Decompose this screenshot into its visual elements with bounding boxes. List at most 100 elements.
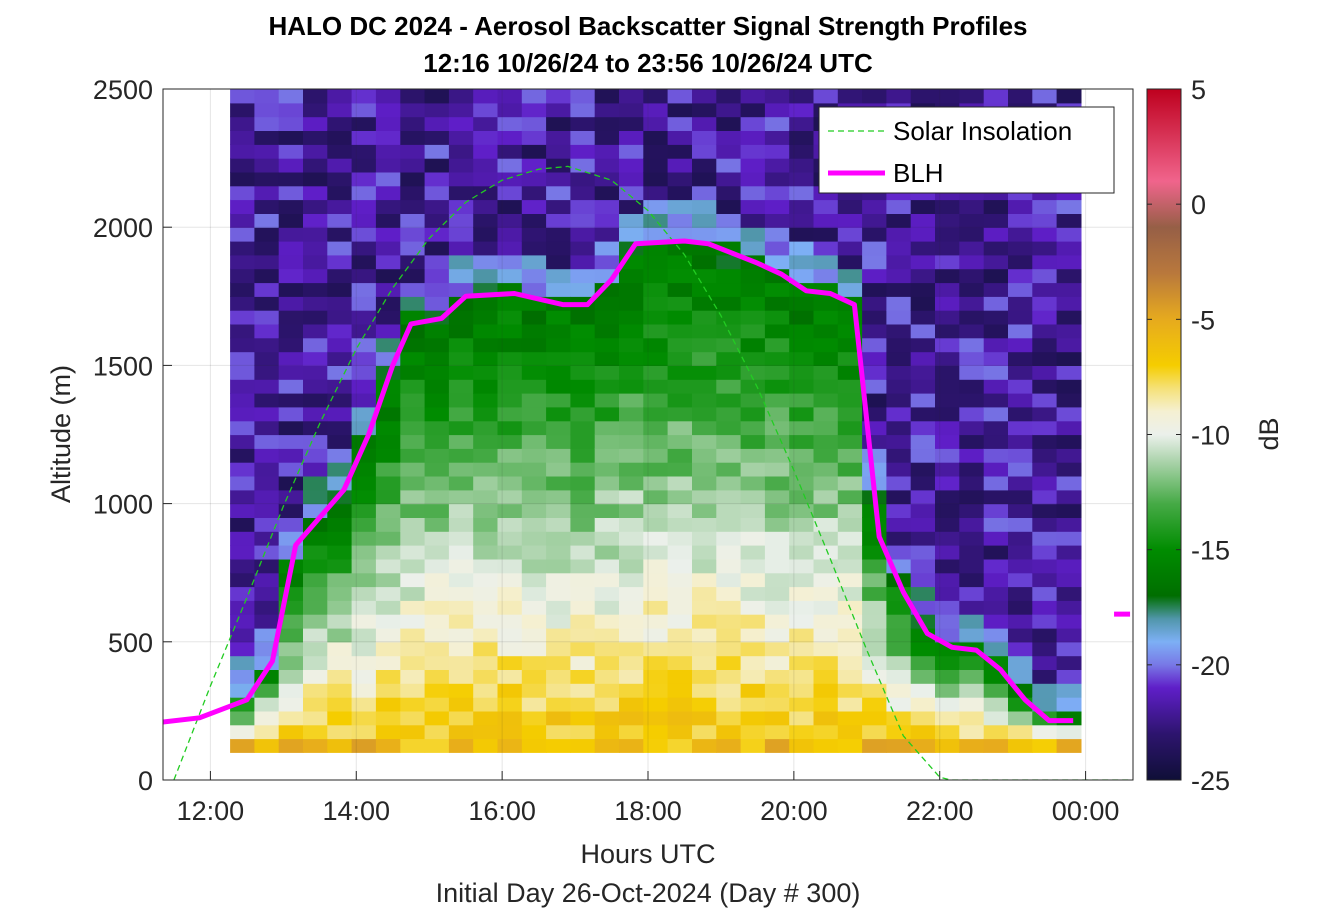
- heatmap-cell: [570, 476, 596, 491]
- heatmap-cell: [424, 406, 450, 422]
- heatmap-cell: [473, 531, 499, 546]
- heatmap-cell: [935, 531, 960, 546]
- heatmap-cell: [594, 227, 620, 242]
- heatmap-cell: [448, 337, 474, 353]
- heatmap-cell: [716, 144, 742, 159]
- heatmap-cell: [619, 351, 644, 366]
- heatmap-cell: [473, 517, 499, 532]
- heatmap-cell: [303, 393, 328, 408]
- heatmap-cell: [1032, 323, 1058, 339]
- heatmap-cell: [521, 600, 547, 615]
- heatmap-cell: [740, 476, 766, 491]
- heatmap-cell: [303, 241, 328, 256]
- heatmap-cell: [716, 227, 742, 242]
- heatmap-cell: [813, 697, 839, 712]
- heatmap-cell: [1008, 268, 1033, 284]
- heatmap-cell: [1056, 517, 1082, 532]
- heatmap-cell: [594, 669, 620, 684]
- heatmap-cell: [837, 641, 863, 657]
- heatmap-cell: [716, 655, 742, 670]
- heatmap-cell: [1056, 337, 1082, 353]
- heatmap-cell: [546, 628, 571, 643]
- heatmap-cell: [1032, 489, 1058, 505]
- heatmap-cell: [375, 558, 401, 574]
- heatmap-cell: [327, 406, 353, 422]
- heatmap-cell: [1008, 199, 1033, 214]
- heatmap-cell: [424, 213, 450, 228]
- heatmap-cell: [764, 241, 790, 256]
- heatmap-cell: [594, 545, 620, 560]
- heatmap-cell: [619, 158, 644, 173]
- heatmap-cell: [497, 628, 523, 643]
- heatmap-cell: [813, 710, 839, 726]
- heatmap-cell: [813, 448, 839, 463]
- heatmap-cell: [837, 365, 863, 380]
- heatmap-cell: [570, 130, 596, 145]
- heatmap-cell: [837, 586, 863, 601]
- heatmap-cell: [327, 572, 353, 588]
- heatmap-cell: [764, 185, 790, 201]
- heatmap-cell: [1032, 282, 1058, 297]
- heatmap-cell: [740, 199, 766, 214]
- heatmap-cell: [692, 89, 717, 104]
- heatmap-cell: [254, 144, 280, 159]
- heatmap-cell: [424, 116, 450, 131]
- heatmap-cell: [764, 254, 790, 270]
- heatmap-cell: [546, 323, 571, 339]
- heatmap-cell: [230, 337, 255, 353]
- heatmap-cell: [375, 448, 401, 463]
- heatmap-cell: [789, 310, 815, 325]
- heatmap-cell: [886, 227, 912, 242]
- heatmap-cell: [959, 614, 985, 629]
- heatmap-cell: [254, 130, 280, 145]
- heatmap-cell: [327, 614, 353, 629]
- heatmap-cell: [740, 586, 766, 601]
- heatmap-cell: [1056, 448, 1082, 463]
- heatmap-cell: [303, 669, 328, 684]
- heatmap-cell: [351, 462, 377, 477]
- heatmap-cell: [546, 406, 571, 422]
- heatmap-cell: [521, 130, 547, 145]
- heatmap-cell: [716, 199, 742, 214]
- heatmap-cell: [667, 365, 693, 380]
- heatmap-cell: [497, 158, 523, 173]
- heatmap-cell: [643, 365, 669, 380]
- heatmap-cell: [521, 365, 547, 380]
- heatmap-cell: [424, 158, 450, 173]
- heatmap-cell: [594, 697, 620, 712]
- heatmap-cell: [886, 268, 912, 284]
- heatmap-cell: [813, 310, 839, 325]
- heatmap-cell: [643, 558, 669, 574]
- heatmap-cell: [375, 614, 401, 629]
- heatmap-cell: [400, 628, 426, 643]
- heatmap-cell: [497, 213, 523, 228]
- heatmap-cell: [983, 296, 1009, 311]
- heatmap-cell: [497, 323, 523, 339]
- heatmap-cell: [1056, 503, 1082, 518]
- heatmap-cell: [327, 628, 353, 643]
- heatmap-cell: [400, 185, 426, 201]
- heatmap-cell: [278, 448, 304, 463]
- heatmap-cell: [570, 517, 596, 532]
- heatmap-cell: [740, 489, 766, 505]
- heatmap-cell: [935, 655, 960, 670]
- heatmap-cell: [303, 213, 328, 228]
- heatmap-cell: [983, 254, 1009, 270]
- heatmap-cell: [886, 241, 912, 256]
- heatmap-cell: [1032, 268, 1058, 284]
- heatmap-cell: [789, 254, 815, 270]
- heatmap-cell: [351, 323, 377, 339]
- heatmap-cell: [716, 185, 742, 201]
- heatmap-cell: [764, 683, 790, 698]
- heatmap-cell: [375, 420, 401, 436]
- heatmap-cell: [570, 434, 596, 449]
- heatmap-cell: [473, 724, 499, 740]
- heatmap-cell: [740, 158, 766, 173]
- heatmap-cell: [424, 393, 450, 408]
- heatmap-cell: [254, 572, 280, 588]
- heatmap-cell: [837, 558, 863, 574]
- heatmap-cell: [1032, 614, 1058, 629]
- heatmap-cell: [424, 130, 450, 145]
- heatmap-cell: [1032, 724, 1058, 740]
- heatmap-cell: [1032, 628, 1058, 643]
